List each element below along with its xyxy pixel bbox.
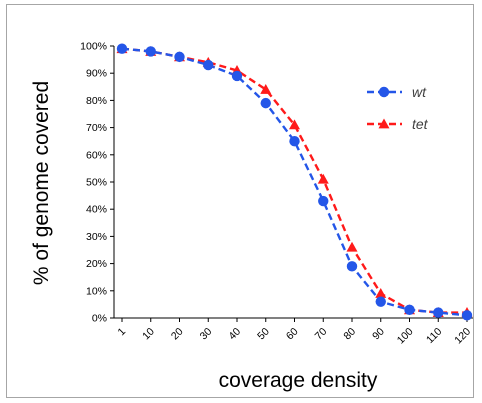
legend-marker-wt [378,86,390,98]
y-axis-title: % of genome covered [30,81,53,285]
x-tick-label: 50 [255,326,272,343]
x-tick-label: 30 [198,326,215,343]
legend-label-wt: wt [412,84,427,100]
legend: wt tet [367,84,429,132]
y-tick-label: 60% [86,149,107,161]
y-tick-label: 90% [86,68,107,80]
x-tick-label: 20 [169,326,186,343]
x-tick-label: 1 [116,326,129,339]
marker-tet [317,173,329,184]
marker-wt [116,43,128,54]
x-tick-label: 80 [341,326,358,343]
x-axis-title: coverage density [219,369,378,392]
y-tick-label: 0% [92,313,107,325]
marker-wt [174,51,185,63]
legend-label-tet: tet [412,116,429,132]
x-tick-label: 120 [452,326,473,347]
x-tick-label: 40 [226,326,243,343]
marker-wt [260,97,271,109]
y-tick-label: 20% [86,258,107,270]
marker-wt [203,59,214,71]
marker-wt [145,46,156,57]
marker-wt [231,70,243,82]
y-tick-label: 100% [80,41,107,53]
series-markers [116,43,473,321]
marker-wt [346,261,358,272]
marker-wt [289,136,300,147]
x-tick-label: 100 [395,326,416,347]
marker-wt [433,307,444,318]
y-tick-label: 30% [86,231,107,243]
marker-wt [461,310,473,321]
y-tick-label: 50% [86,177,107,189]
y-tick-label: 10% [86,285,107,297]
y-tick-label: 80% [86,95,107,107]
x-tick-labels: 1 10 20 30 40 50 60 70 80 90 100 110 120 [116,318,473,347]
marker-tet [289,119,300,130]
marker-wt [318,195,329,207]
x-tick-label: 10 [140,326,157,343]
y-tick-label: 70% [86,122,107,134]
chart-frame [6,4,474,398]
marker-tet [260,84,272,94]
x-tick-label: 70 [313,326,330,343]
y-tick-labels: 0% 10% 20% 30% 40% 50% 60% 70% 80% 90% 100% [80,41,114,325]
x-tick-label: 110 [424,326,444,346]
marker-tet [375,288,387,298]
marker-tet [346,241,358,252]
x-tick-label: 60 [284,326,301,343]
legend-marker-tet [378,118,390,129]
y-tick-label: 40% [86,204,107,216]
marker-wt [375,296,386,307]
x-tick-label: 90 [370,326,387,343]
marker-wt [404,304,415,316]
